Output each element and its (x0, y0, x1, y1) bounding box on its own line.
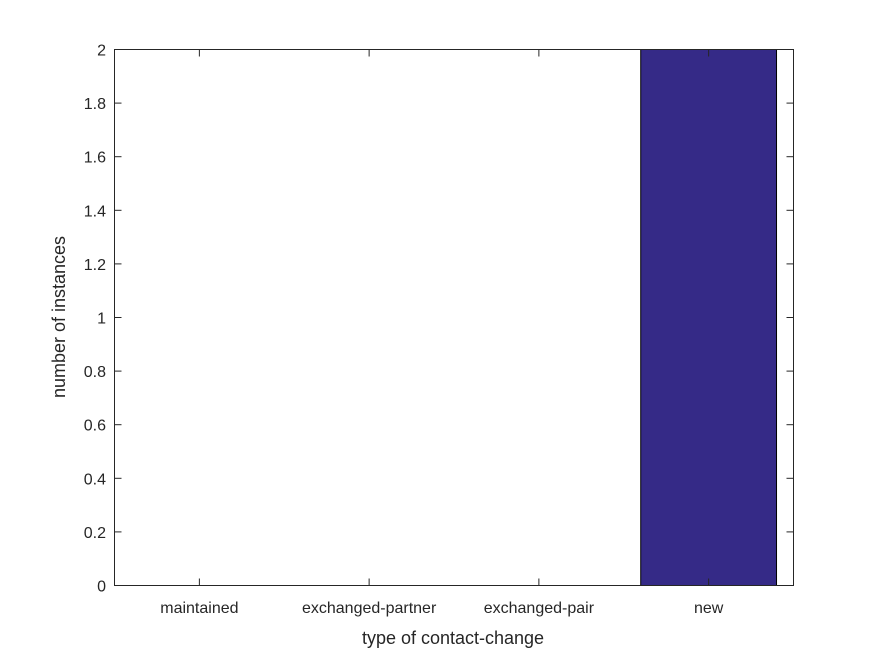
ticks: maintained exchanged-partner exchanged-pai… (84, 43, 794, 617)
y-tick-label: 0 (97, 579, 106, 596)
y-tick-label: 1.2 (84, 257, 106, 274)
x-tick-label: maintained (160, 600, 238, 617)
y-tick-label: 0.8 (84, 364, 106, 381)
y-tick-label: 0.6 (84, 418, 106, 435)
x-tick-label: exchanged-partner (302, 600, 437, 617)
bars (640, 49, 778, 586)
y-tick-label: 0.4 (84, 471, 106, 488)
bar-new (640, 49, 778, 586)
y-tick-label: 0.2 (84, 525, 106, 542)
y-tick-label: 2 (97, 43, 106, 60)
y-tick-label: 1.6 (84, 150, 106, 167)
y-axis-label: number of instances (49, 236, 69, 398)
x-axis-label: type of contact-change (362, 628, 544, 648)
y-tick-label: 1 (97, 311, 106, 328)
y-tick-label: 1.4 (84, 203, 106, 220)
y-tick-label: 1.8 (84, 96, 106, 113)
x-tick-label: new (694, 600, 724, 617)
x-tick-label: exchanged-pair (484, 600, 595, 617)
